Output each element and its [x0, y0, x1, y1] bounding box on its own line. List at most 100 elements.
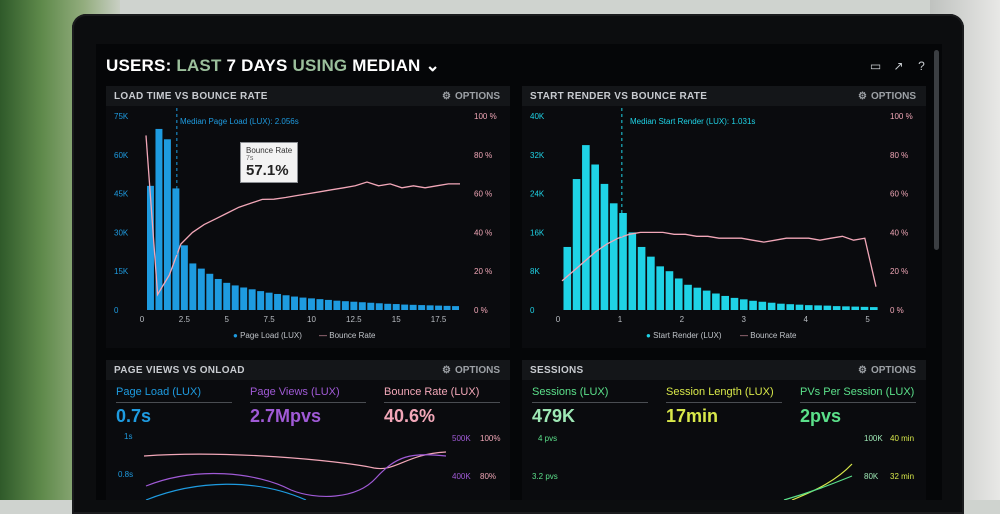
axis-tick: 100K [864, 434, 883, 443]
histogram-bar [155, 128, 163, 310]
x-tick: 3 [742, 315, 747, 324]
histogram-bar [851, 306, 860, 310]
histogram-bar [832, 306, 841, 310]
session-length-series-line [791, 463, 853, 500]
histogram-bar [358, 302, 366, 310]
histogram-bar [777, 303, 785, 310]
histogram-bar [223, 282, 231, 310]
options-button[interactable]: ⚙ OPTIONS [858, 91, 916, 102]
histogram-bar [384, 303, 392, 310]
histogram-bar [702, 290, 711, 310]
histogram-bar [248, 289, 256, 310]
help-icon[interactable]: ? [918, 59, 925, 73]
x-tick: 7.5 [264, 315, 276, 324]
header-icons: ▭ ↗ ? [869, 60, 928, 73]
share-icon[interactable]: ↗ [893, 59, 904, 73]
legend-line-icon: — [740, 331, 748, 340]
y-left-tick: 45K [114, 190, 129, 199]
tooltip-value: 57.1% [246, 162, 289, 179]
histogram-bar [665, 271, 674, 310]
y-left-tick: 0 [114, 306, 119, 315]
options-label: OPTIONS [870, 91, 916, 102]
metric-label-pvs-per-session: PVs Per Session (LUX) [800, 386, 915, 398]
legend-bounce-rate[interactable]: — Bounce Rate [740, 331, 797, 340]
page-views-chart [143, 451, 447, 500]
histogram-bar [257, 291, 265, 310]
x-tick: 2 [680, 315, 685, 324]
axis-tick: 4 pvs [538, 434, 558, 443]
legend-bounce-rate[interactable]: — Bounce Rate [319, 331, 376, 340]
histogram-bar [172, 188, 180, 310]
bounce-rate-line [561, 231, 877, 287]
histogram-bar [860, 306, 869, 310]
metric-value-session-length: 17min [666, 406, 719, 426]
legend-dot-icon: ● [646, 331, 651, 340]
metric-value-pvs-per-session: 2pvs [800, 406, 842, 426]
title-range[interactable]: 7 DAYS [226, 56, 288, 75]
x-tick: 1 [618, 315, 623, 324]
legend-label: Bounce Rate [750, 331, 797, 340]
x-tick: 10 [307, 315, 316, 324]
y-right-tick: 20 % [474, 267, 492, 276]
median-label: Median Page Load (LUX): 2.056s [180, 117, 299, 126]
histogram-bar [240, 287, 248, 310]
metric-divider [666, 402, 782, 403]
legend-page-load[interactable]: ● Page Load (LUX) [233, 331, 302, 340]
histogram-bar [823, 305, 832, 310]
legend-start-render[interactable]: ● Start Render (LUX) [646, 331, 722, 340]
histogram-bar [333, 300, 341, 310]
histogram-bar [350, 301, 358, 310]
axis-tick: 40 min [890, 434, 915, 443]
y-right-tick: 20 % [890, 267, 908, 276]
histogram-bar [656, 266, 664, 310]
y-right-tick: 60 % [890, 190, 908, 199]
histogram-bar [231, 285, 239, 310]
histogram-bar [869, 307, 878, 310]
page-load-series-line [145, 483, 307, 500]
axis-tick: 100% [480, 434, 501, 443]
load-time-panel: LOAD TIME VS BOUNCE RATE ⚙ OPTIONS 75K 60K… [106, 86, 510, 348]
metric-label-page-load: Page Load (LUX) [116, 386, 201, 398]
y-right-tick: 80 % [474, 151, 492, 160]
axis-tick: 80K [864, 472, 879, 481]
panel-header [522, 360, 926, 380]
dashboard-title[interactable]: USERS: LAST 7 DAYS USING MEDIAN ⌄ [106, 56, 440, 76]
y-right-tick: 40 % [890, 228, 908, 237]
panel-header [522, 86, 926, 106]
gear-icon: ⚙ [858, 91, 867, 102]
title-last: LAST [176, 56, 222, 75]
axis-tick: 1s [124, 432, 133, 441]
y-left-tick: 15K [114, 267, 129, 276]
gear-icon: ⚙ [858, 365, 867, 376]
histogram-bar [767, 302, 776, 310]
legend-label: Start Render (LUX) [653, 331, 722, 340]
tooltip-title: Bounce Rate [246, 146, 293, 155]
title-users: USERS: [106, 56, 172, 75]
y-left-tick: 24K [530, 190, 545, 199]
monitor-icon[interactable]: ▭ [869, 59, 882, 73]
page-views-panel: PAGE VIEWS VS ONLOAD ⚙ OPTIONS Page Load … [106, 360, 510, 500]
metric-label-page-views: Page Views (LUX) [250, 386, 340, 398]
histogram-bar [730, 297, 739, 310]
panel-title: SESSIONS [530, 365, 584, 376]
histogram-bar [795, 304, 804, 310]
options-button[interactable]: ⚙ OPTIONS [858, 365, 916, 376]
legend-label: Page Load (LUX) [240, 331, 302, 340]
histogram-bar [721, 295, 730, 310]
metric-label-sessions: Sessions (LUX) [532, 386, 609, 398]
x-tick: 15 [392, 315, 401, 324]
x-tick: 4 [803, 315, 808, 324]
scrollbar[interactable] [934, 50, 939, 250]
histogram-bar [206, 273, 214, 310]
options-button[interactable]: ⚙ OPTIONS [442, 91, 500, 102]
gear-icon: ⚙ [442, 91, 451, 102]
metric-divider [116, 402, 232, 403]
chevron-down-icon[interactable]: ⌄ [425, 56, 440, 75]
histogram-bar [299, 297, 307, 310]
axis-tick: 500K [452, 434, 471, 443]
pvs-series-line [783, 475, 853, 500]
histogram-bar [739, 299, 748, 310]
title-metric[interactable]: MEDIAN [352, 56, 421, 75]
options-button[interactable]: ⚙ OPTIONS [442, 365, 500, 376]
histogram-bar [452, 306, 460, 310]
